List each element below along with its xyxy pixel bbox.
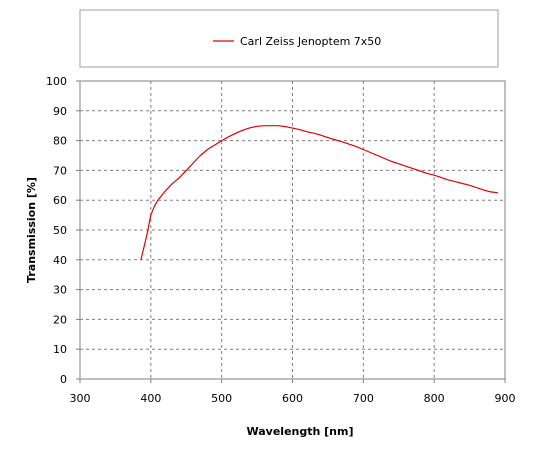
y-tick-label: 10	[53, 343, 67, 356]
legend-label: Carl Zeiss Jenoptem 7x50	[240, 35, 381, 48]
y-tick-label: 70	[53, 164, 67, 177]
y-axis-title: Transmission [%]	[25, 177, 38, 283]
x-axis-ticks: 300 400 500 600 700 800 900	[70, 379, 516, 405]
y-tick-label: 60	[53, 194, 67, 207]
x-axis-title: Wavelength [nm]	[247, 425, 354, 438]
y-tick-label: 30	[53, 284, 67, 297]
grid-lines	[80, 81, 505, 379]
x-tick-label: 800	[424, 392, 445, 405]
x-tick-label: 500	[211, 392, 232, 405]
series-layer	[140, 125, 498, 260]
y-tick-label: 50	[53, 224, 67, 237]
legend-box	[79, 9, 499, 68]
x-tick-label: 900	[495, 392, 516, 405]
y-tick-label: 80	[53, 135, 67, 148]
y-tick-label: 90	[53, 105, 67, 118]
x-tick-label: 700	[353, 392, 374, 405]
series-line	[140, 125, 498, 260]
y-tick-label: 40	[53, 254, 67, 267]
y-tick-label: 100	[46, 75, 67, 88]
x-tick-label: 400	[140, 392, 161, 405]
y-tick-label: 0	[60, 373, 67, 386]
x-tick-label: 600	[282, 392, 303, 405]
y-tick-label: 20	[53, 313, 67, 326]
x-tick-label: 300	[70, 392, 91, 405]
y-axis-ticks: 0 10 20 30 40 50 60 70 80 90 100	[46, 75, 80, 386]
